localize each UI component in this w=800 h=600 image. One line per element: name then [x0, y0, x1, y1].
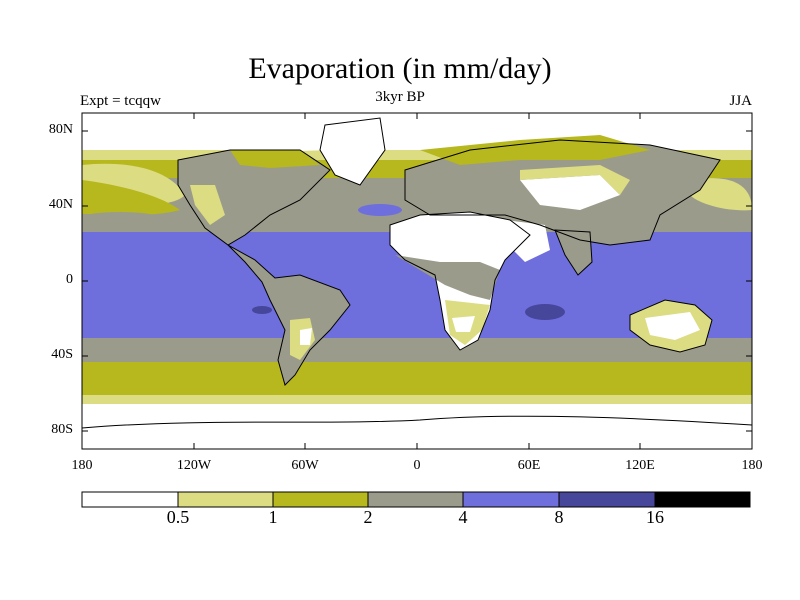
colorbar-label: 8 [554, 507, 564, 527]
map-title: Evaporation (in mm/day) [248, 52, 552, 85]
colorbar-bin-3 [368, 492, 463, 507]
x-tick-label: 180 [71, 458, 93, 473]
band-antarctic [82, 404, 752, 449]
colorbar-label: 1 [268, 507, 278, 527]
x-tick-label: 60W [291, 458, 319, 473]
experiment-label: Expt = tcqqw [80, 93, 161, 109]
y-tick-label: 80N [48, 122, 73, 137]
colorbar-bin-0 [82, 492, 178, 507]
australia-interior [645, 312, 700, 340]
y-tick-label: 80S [51, 422, 73, 437]
siberia-boreal [420, 135, 650, 165]
north-pacific-mid [82, 180, 180, 215]
y-tick-label: 40N [48, 197, 73, 212]
central-asia-desert [520, 175, 620, 210]
colorbar-bin-1 [178, 492, 273, 507]
sahel-central-africa [395, 255, 500, 300]
map-subtitle: 3kyr BP [375, 89, 425, 105]
y-tick-marks [82, 130, 752, 432]
coastlines [82, 117, 752, 429]
season-label: JJA [729, 93, 752, 109]
north-america [178, 150, 330, 245]
india [555, 230, 592, 275]
x-tick-marks [81, 113, 753, 449]
central-asia-arid [520, 165, 630, 195]
south-america [228, 245, 350, 385]
evaporation-field [82, 113, 752, 449]
colorbar-bin-5 [559, 492, 655, 507]
y-tick-label: 40S [51, 347, 73, 362]
colorbar-label: 4 [458, 507, 468, 527]
greenland [320, 118, 385, 185]
west-pacific-low [690, 178, 752, 211]
pacific-max [252, 306, 272, 314]
colorbar-bin-6 [655, 492, 750, 507]
atlantic-mid [358, 204, 402, 216]
colorbar-bin-4 [463, 492, 559, 507]
kalahari [452, 316, 475, 332]
pacific-grey [82, 212, 165, 228]
x-tick-label: 180 [741, 458, 763, 473]
colorbar-label: 16 [646, 507, 664, 527]
x-tick-label: 0 [413, 458, 421, 473]
colorbar-bin-2 [273, 492, 368, 507]
us-west-arid [190, 185, 225, 225]
indian-ocean-max [525, 304, 565, 320]
colorbar [81, 491, 751, 508]
arabia [505, 220, 550, 262]
colorbar-label: 0.5 [166, 507, 190, 527]
sa-dry [300, 328, 312, 345]
colorbar-label: 2 [363, 507, 373, 527]
x-tick-label: 60E [517, 458, 541, 473]
x-tick-label: 120E [625, 458, 655, 473]
x-tick-label: 120W [176, 458, 212, 473]
canada-boreal [230, 150, 320, 168]
y-tick-label: 0 [66, 272, 73, 287]
